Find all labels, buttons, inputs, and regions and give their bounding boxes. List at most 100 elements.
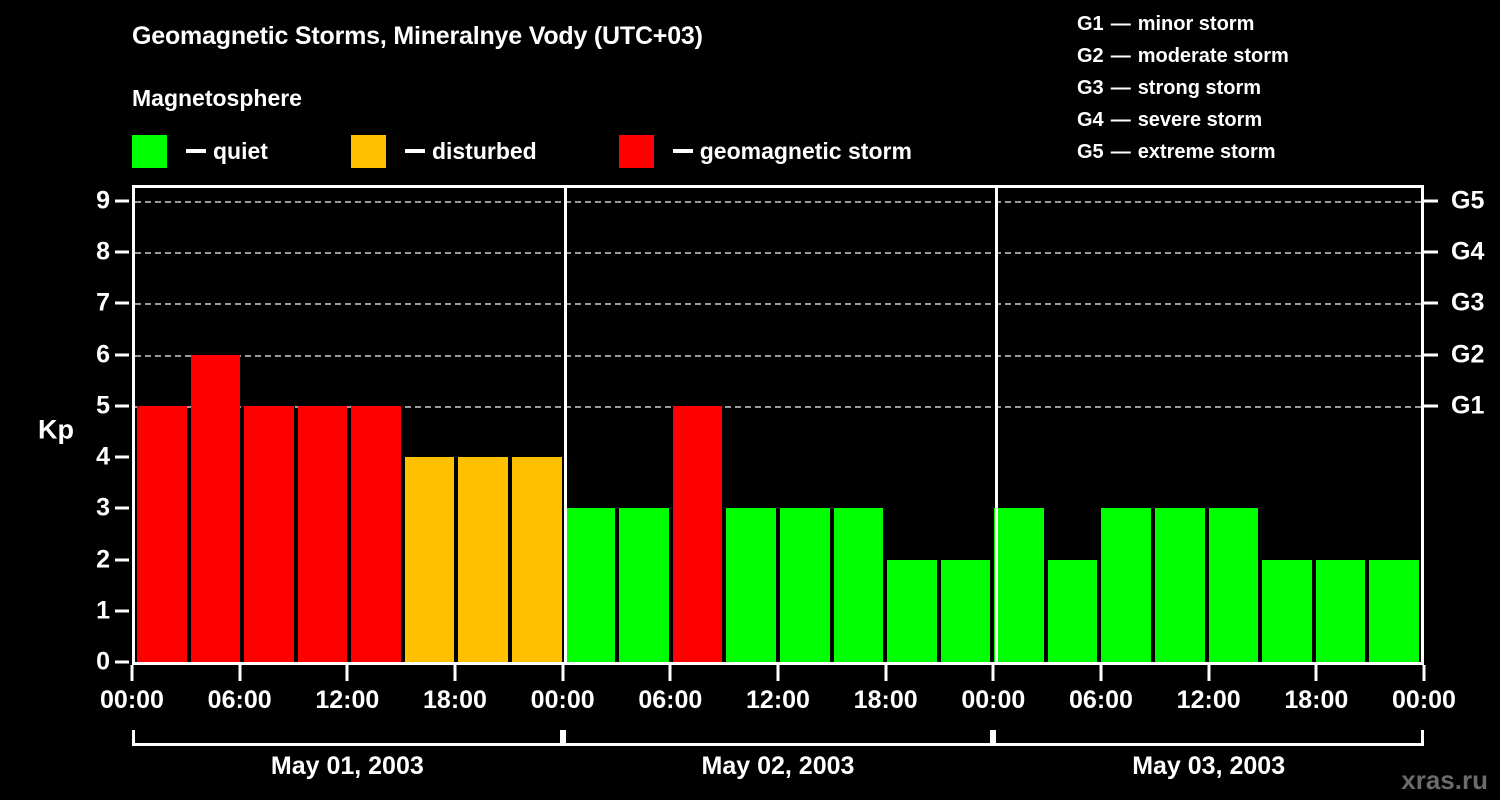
day-label: May 02, 2003 [701, 752, 855, 780]
bar-series [135, 188, 1421, 662]
bar[interactable] [887, 559, 937, 662]
bar-slot [456, 188, 510, 662]
g-legend-label: severe storm [1137, 109, 1263, 131]
y-tick-mark [115, 506, 129, 510]
g-legend-label: minor storm [1137, 13, 1255, 35]
g-legend-label: extreme storm [1137, 141, 1276, 163]
bar[interactable] [297, 405, 348, 662]
day-label: May 01, 2003 [270, 752, 424, 780]
day-bracket [132, 730, 563, 746]
x-tick-mark [668, 665, 672, 681]
bar-slot [1260, 188, 1314, 662]
bar[interactable] [565, 508, 616, 662]
bar[interactable] [672, 405, 723, 662]
g-legend-code: G5 [1077, 141, 1104, 163]
g-scale-legend: G1 — minor storm G2 — moderate storm G3 — strong… [1077, 13, 1289, 173]
bar[interactable] [1154, 508, 1205, 662]
bar[interactable] [351, 405, 401, 662]
x-tick-label: 12:00 [315, 686, 380, 714]
g-legend-label: moderate storm [1137, 45, 1289, 67]
x-tick-label: 00:00 [530, 686, 595, 714]
x-tick-label: 06:00 [1069, 686, 1133, 714]
bar[interactable] [512, 457, 562, 662]
bar[interactable] [1208, 508, 1259, 662]
bar[interactable] [244, 405, 294, 662]
subtitle-magnetosphere: Magnetosphere [132, 85, 302, 111]
bar-slot [939, 188, 993, 662]
watermark: xras.ru [1401, 765, 1488, 795]
bar-slot [1314, 188, 1368, 662]
g-legend-separator: — [1110, 77, 1131, 99]
g-tick-label-g5: G5 [1451, 186, 1485, 215]
y-tick-label-5: 5 [96, 391, 110, 420]
g-legend-row-g2: G2 — moderate storm [1077, 45, 1289, 77]
g-tick-mark [1424, 250, 1438, 254]
g-legend-label: strong storm [1137, 77, 1262, 99]
bar-slot [1367, 188, 1421, 662]
x-axis-time: 00:00 06:00 12:00 18:00 00:00 06:00 12:00 18:00… [0, 665, 1500, 800]
bar[interactable] [190, 354, 241, 662]
y-tick-mark [115, 609, 129, 613]
day-divider [564, 188, 568, 662]
bar[interactable] [1262, 559, 1312, 662]
bar-slot [992, 188, 1046, 662]
bar[interactable] [619, 508, 669, 662]
bar[interactable] [137, 405, 187, 662]
g-legend-code: G2 [1077, 45, 1104, 67]
g-legend-separator: — [1110, 45, 1131, 67]
x-tick-mark [991, 665, 995, 681]
bar[interactable] [1315, 559, 1366, 662]
bar[interactable] [994, 508, 1044, 662]
y-tick-mark [115, 404, 129, 408]
y-tick-mark [115, 199, 129, 203]
bar-slot [832, 188, 886, 662]
legend-dash-icon [186, 149, 206, 153]
amber-swatch [350, 134, 386, 168]
bar[interactable] [833, 508, 884, 662]
y-axis-g-scale: G1 G2 G3 G4 G5 [1424, 0, 1500, 800]
bar-slot [349, 188, 403, 662]
bar[interactable] [1101, 508, 1151, 662]
x-tick-mark [1099, 665, 1103, 681]
g-tick-label-g3: G3 [1451, 288, 1485, 317]
legend-entry-quiet: quiet [132, 133, 268, 169]
bar[interactable] [726, 508, 776, 662]
bar[interactable] [779, 508, 830, 662]
y-tick-mark [115, 250, 129, 254]
y-tick-label-4: 4 [96, 442, 110, 471]
y-tick-mark [115, 558, 129, 562]
x-tick-label: 12:00 [1176, 686, 1241, 714]
bar-slot [1099, 188, 1153, 662]
y-tick-label-6: 6 [96, 340, 110, 369]
g-tick-mark [1424, 353, 1438, 357]
x-tick-label: 00:00 [100, 686, 164, 714]
plot-area [132, 185, 1424, 665]
bar[interactable] [940, 559, 991, 662]
g-legend-code: G1 [1077, 13, 1104, 35]
g-tick-label-g2: G2 [1451, 340, 1485, 369]
green-swatch [132, 134, 167, 168]
x-tick-label: 18:00 [853, 686, 918, 714]
day-brackets: May 01, 2003 May 02, 2003 May 03, 2003 [0, 730, 1500, 800]
g-legend-separator: — [1110, 109, 1131, 131]
bar[interactable] [1369, 559, 1419, 662]
day-divider [994, 188, 998, 662]
legend-label: geomagnetic storm [699, 137, 912, 164]
y-tick-label-7: 7 [96, 288, 110, 317]
bar-slot [885, 188, 939, 662]
y-tick-mark [115, 660, 129, 664]
x-tick-label: 00:00 [961, 686, 1026, 714]
day-bracket [562, 730, 994, 746]
bar-slot [135, 188, 189, 662]
day-dividers [135, 188, 1421, 662]
gridlines [135, 188, 1421, 662]
bar[interactable] [404, 457, 455, 662]
x-tick-mark [130, 665, 134, 681]
legend-dash-icon [672, 149, 693, 153]
color-legend: quiet disturbed geomagnetic storm [132, 133, 912, 169]
bar-slot [617, 188, 671, 662]
bar-slot [1153, 188, 1207, 662]
bar[interactable] [458, 457, 509, 662]
bar[interactable] [1047, 559, 1098, 662]
legend-entry-geomagnetic-storm: geomagnetic storm [618, 133, 912, 169]
